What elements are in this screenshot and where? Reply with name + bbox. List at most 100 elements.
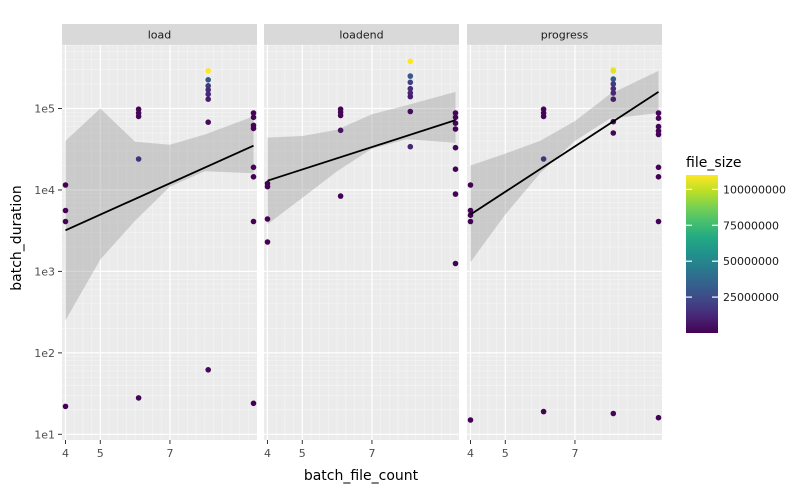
data-point bbox=[250, 218, 257, 225]
confidence-band bbox=[267, 91, 456, 225]
legend-tick-label: 50000000 bbox=[723, 255, 779, 268]
data-point bbox=[452, 144, 459, 151]
data-point bbox=[337, 127, 344, 134]
confidence-band bbox=[470, 70, 659, 263]
panel-background bbox=[62, 45, 257, 440]
facet-panel-load: load 4 5 7 1e1 1e2 1e3 1e4 1e5 bbox=[34, 24, 257, 460]
data-point bbox=[452, 166, 459, 172]
facet-panel-loadend: loadend 4 5 7 bbox=[264, 24, 459, 460]
data-point bbox=[610, 81, 617, 87]
confidence-band bbox=[65, 108, 254, 321]
x-axis-title: batch_file_count bbox=[304, 468, 419, 484]
data-point bbox=[655, 164, 662, 171]
data-point bbox=[610, 96, 617, 102]
data-point bbox=[610, 410, 617, 417]
x-tick-label: 4 bbox=[62, 447, 69, 460]
data-point bbox=[205, 68, 211, 74]
x-tick-label: 5 bbox=[97, 447, 104, 460]
data-point bbox=[452, 120, 459, 126]
facet-strip-label: loadend bbox=[339, 29, 383, 42]
trend-line bbox=[469, 91, 660, 216]
data-point bbox=[655, 218, 662, 225]
data-point bbox=[452, 126, 459, 132]
data-point bbox=[264, 216, 271, 222]
x-tick-label: 7 bbox=[368, 447, 375, 460]
data-point bbox=[407, 143, 414, 150]
data-point bbox=[135, 395, 142, 401]
data-point bbox=[540, 113, 547, 120]
trend-line bbox=[65, 144, 254, 232]
data-point bbox=[135, 156, 142, 162]
data-point bbox=[467, 417, 474, 423]
data-point bbox=[135, 113, 142, 120]
data-point bbox=[250, 164, 257, 171]
data-point bbox=[655, 115, 662, 121]
y-tick-label: 1e5 bbox=[34, 103, 55, 116]
data-point bbox=[205, 91, 211, 97]
legend-tick-label: 75000000 bbox=[723, 219, 779, 232]
y-tick-label: 1e3 bbox=[34, 265, 55, 278]
data-point bbox=[250, 114, 257, 121]
facet-strip bbox=[467, 24, 662, 45]
y-tick-label: 1e1 bbox=[34, 428, 55, 441]
data-point bbox=[655, 174, 662, 180]
legend-tick-label: 100000000 bbox=[723, 183, 786, 196]
x-tick-label: 5 bbox=[502, 447, 509, 460]
data-point bbox=[250, 174, 257, 180]
data-point bbox=[452, 191, 459, 197]
data-point bbox=[62, 218, 69, 225]
data-point bbox=[610, 76, 617, 82]
data-point bbox=[205, 83, 211, 89]
facet-strip-label: progress bbox=[541, 29, 589, 42]
y-axis-title: batch_duration bbox=[9, 185, 25, 290]
facet-strip-label: load bbox=[148, 29, 172, 42]
data-point bbox=[337, 193, 344, 199]
x-tick-label: 4 bbox=[264, 447, 271, 460]
data-point bbox=[452, 260, 459, 267]
data-point bbox=[655, 110, 662, 116]
data-point bbox=[610, 68, 617, 74]
legend: file_size 25000000 50000000 75000000 100000… bbox=[686, 155, 786, 333]
data-point bbox=[540, 156, 547, 162]
data-point bbox=[610, 85, 617, 92]
data-point bbox=[467, 218, 474, 225]
data-point bbox=[62, 182, 69, 188]
data-point bbox=[264, 183, 271, 190]
legend-colorbar bbox=[686, 175, 718, 333]
x-tick-label: 7 bbox=[571, 447, 578, 460]
trend-line bbox=[267, 119, 456, 182]
data-point bbox=[655, 414, 662, 421]
data-point bbox=[452, 114, 459, 121]
data-point bbox=[205, 367, 211, 373]
data-point bbox=[62, 403, 69, 410]
data-point bbox=[407, 58, 414, 65]
data-point bbox=[610, 90, 617, 96]
data-point bbox=[467, 207, 474, 214]
legend-tick-label: 25000000 bbox=[723, 291, 779, 304]
data-point bbox=[407, 73, 414, 79]
data-point bbox=[62, 207, 69, 214]
x-tick-label: 4 bbox=[467, 447, 474, 460]
data-point bbox=[655, 123, 662, 130]
data-point bbox=[407, 108, 414, 115]
data-point bbox=[205, 96, 211, 102]
data-point bbox=[407, 93, 414, 100]
data-point bbox=[337, 112, 344, 119]
data-point bbox=[610, 130, 617, 136]
legend-title: file_size bbox=[686, 155, 741, 171]
facet-strip bbox=[62, 24, 257, 45]
data-point bbox=[250, 125, 257, 132]
data-point bbox=[467, 182, 474, 188]
data-point bbox=[250, 400, 257, 407]
facet-panel-progress: progress 4 5 7 bbox=[467, 24, 662, 460]
x-tick-label: 7 bbox=[166, 447, 173, 460]
data-point bbox=[655, 131, 662, 138]
facet-strip bbox=[264, 24, 459, 45]
data-point bbox=[205, 119, 211, 125]
data-point bbox=[264, 239, 271, 245]
y-tick-label: 1e4 bbox=[34, 184, 55, 197]
panel-background bbox=[264, 45, 459, 440]
data-point bbox=[205, 87, 211, 93]
